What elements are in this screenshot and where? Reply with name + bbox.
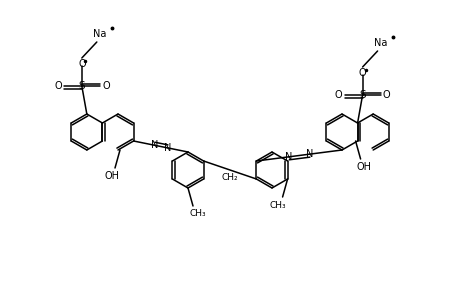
Text: N: N (285, 152, 292, 162)
Text: CH₃: CH₃ (189, 209, 206, 218)
Text: OH: OH (355, 162, 370, 172)
Text: O: O (358, 68, 366, 78)
Text: CH₃: CH₃ (269, 200, 285, 209)
Text: Na: Na (93, 29, 106, 39)
Text: S: S (358, 90, 365, 100)
Text: OH: OH (104, 171, 119, 181)
Text: O: O (334, 90, 341, 100)
Text: O: O (54, 81, 62, 91)
Text: N: N (305, 149, 313, 159)
Text: CH₂: CH₂ (221, 173, 238, 182)
Text: O: O (382, 90, 390, 100)
Text: S: S (78, 81, 85, 91)
Text: Na: Na (373, 38, 386, 48)
Text: O: O (78, 59, 85, 69)
Text: N: N (163, 143, 171, 153)
Text: N: N (150, 140, 157, 150)
Text: O: O (102, 81, 109, 91)
